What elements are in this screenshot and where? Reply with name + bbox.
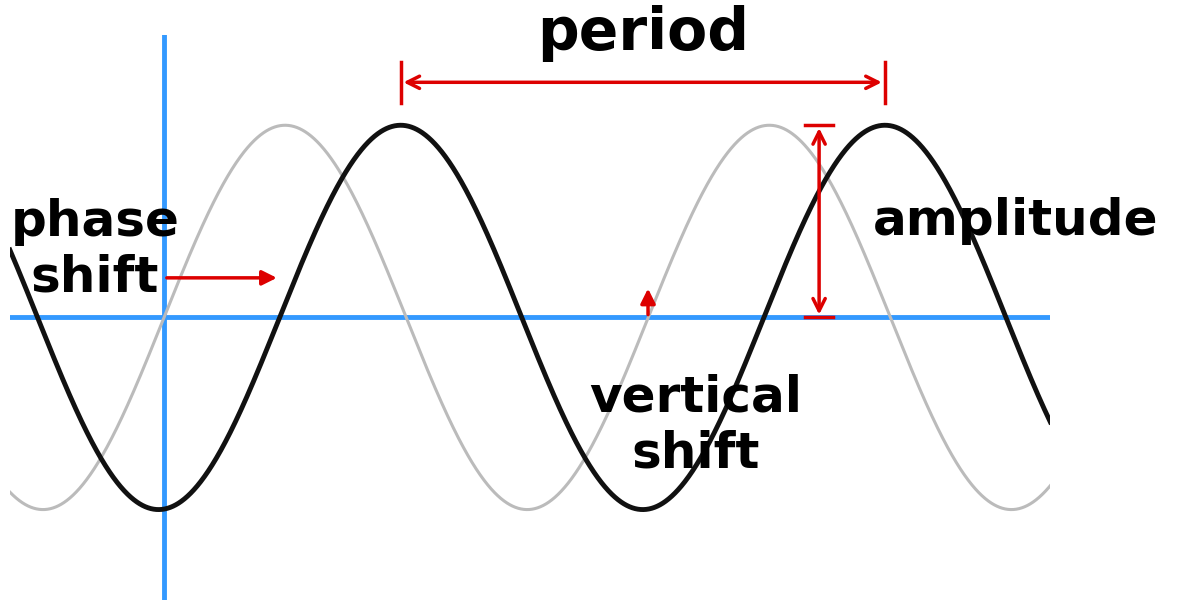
Text: period: period	[537, 5, 748, 62]
Text: phase
shift: phase shift	[11, 198, 179, 301]
Text: amplitude: amplitude	[873, 197, 1159, 245]
Text: vertical
shift: vertical shift	[589, 374, 802, 478]
